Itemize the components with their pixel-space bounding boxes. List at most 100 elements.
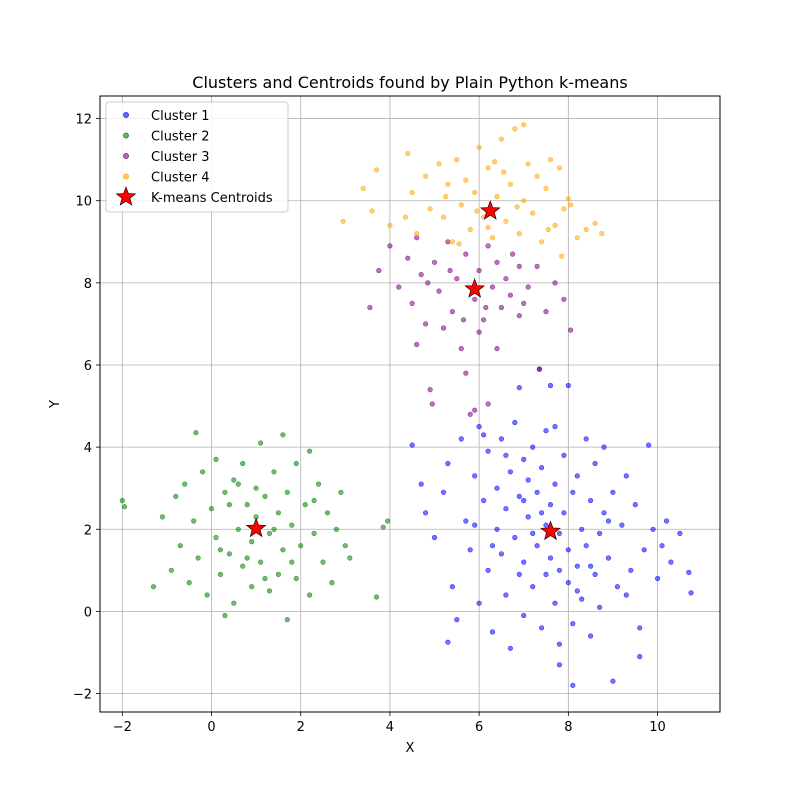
cluster-1-point bbox=[476, 424, 482, 430]
cluster-1-point bbox=[601, 444, 607, 450]
cluster-1-point bbox=[409, 442, 415, 448]
cluster-4-point bbox=[512, 126, 518, 132]
cluster-2-point bbox=[186, 579, 192, 586]
legend-marker bbox=[123, 132, 129, 139]
cluster-1-point bbox=[556, 530, 563, 537]
cluster-1-point bbox=[574, 473, 580, 479]
legend-marker bbox=[123, 153, 129, 159]
cluster-2-point bbox=[191, 518, 197, 524]
cluster-1-point bbox=[650, 526, 656, 532]
cluster-4-point bbox=[521, 198, 527, 204]
cluster-3-point bbox=[472, 296, 478, 302]
cluster-1-point bbox=[543, 522, 549, 528]
cluster-4-point bbox=[373, 167, 380, 173]
cluster-1-point bbox=[592, 460, 598, 467]
cluster-4-point bbox=[427, 206, 433, 212]
x-tick-label: 6 bbox=[475, 720, 483, 735]
cluster-3-point bbox=[472, 407, 478, 413]
cluster-3-point bbox=[376, 267, 382, 274]
cluster-2-point bbox=[311, 530, 317, 537]
cluster-2-point bbox=[249, 538, 255, 545]
y-tick-label: 8 bbox=[84, 277, 92, 292]
centroid-star bbox=[479, 200, 501, 220]
cluster-2-point bbox=[385, 518, 391, 524]
cluster-3-point bbox=[458, 346, 464, 352]
cluster-2-point bbox=[173, 493, 179, 500]
cluster-1-point bbox=[547, 555, 554, 561]
cluster-2-point bbox=[121, 504, 128, 510]
cluster-4-point bbox=[449, 239, 456, 245]
cluster-4-point bbox=[402, 214, 409, 220]
cluster-1-point bbox=[494, 526, 500, 532]
cluster-1-point bbox=[530, 584, 536, 590]
cluster-1-point bbox=[579, 526, 585, 532]
cluster-1-point bbox=[556, 567, 563, 573]
cluster-2-point bbox=[240, 460, 246, 467]
y-tick-label: 6 bbox=[84, 359, 92, 374]
cluster-2-point bbox=[193, 430, 199, 436]
cluster-3-point bbox=[485, 401, 491, 407]
cluster-1-point bbox=[583, 543, 589, 549]
cluster-4-point bbox=[559, 253, 565, 259]
cluster-3-point bbox=[481, 317, 487, 323]
cluster-1-point bbox=[485, 567, 491, 573]
y-tick-label: 4 bbox=[84, 441, 92, 456]
cluster-3-point bbox=[503, 276, 509, 282]
cluster-1-point bbox=[521, 497, 527, 504]
cluster-1-point bbox=[503, 592, 509, 598]
cluster-2-point bbox=[275, 571, 282, 578]
cluster-4-point bbox=[423, 173, 429, 179]
cluster-1-point bbox=[507, 469, 514, 475]
cluster-3-point bbox=[405, 255, 411, 261]
cluster-3-point bbox=[431, 259, 438, 265]
cluster-2-point bbox=[200, 469, 206, 475]
cluster-4-point bbox=[474, 208, 480, 214]
cluster-4-point bbox=[454, 157, 460, 163]
cluster-2-point bbox=[271, 469, 277, 475]
cluster-3-point bbox=[567, 327, 574, 333]
cluster-2-point bbox=[333, 526, 340, 532]
cluster-4-point bbox=[436, 161, 442, 167]
cluster-1-point bbox=[654, 575, 661, 582]
cluster-3-point bbox=[543, 309, 549, 315]
cluster-1-point bbox=[641, 547, 647, 553]
cluster-2-point bbox=[266, 588, 273, 594]
cluster-4-point bbox=[599, 231, 605, 237]
cluster-2-point bbox=[195, 555, 201, 561]
legend-label: Cluster 3 bbox=[151, 150, 210, 165]
cluster-4-point bbox=[414, 231, 420, 237]
cluster-4-point bbox=[340, 218, 346, 224]
cluster-4-point bbox=[476, 144, 482, 150]
cluster-1-point bbox=[565, 382, 571, 389]
cluster-4-point bbox=[387, 222, 393, 228]
cluster-1-point bbox=[498, 551, 505, 557]
cluster-1-point bbox=[574, 563, 580, 569]
legend-label: K-means Centroids bbox=[151, 191, 273, 206]
cluster-4-point bbox=[561, 206, 567, 212]
cluster-2-point bbox=[150, 584, 157, 590]
cluster-1-point bbox=[516, 493, 522, 500]
ticks: −2 0 2 4 6 8 10 −2 0 2 4 6 8 10 12 bbox=[73, 113, 666, 735]
x-tick-label: 2 bbox=[297, 720, 305, 735]
cluster-1-point bbox=[659, 543, 665, 549]
cluster-2-point bbox=[258, 440, 264, 446]
cluster-4-point bbox=[360, 185, 366, 191]
legend-centroid-marker bbox=[115, 186, 137, 206]
cluster-1-point bbox=[516, 385, 522, 391]
cluster-1-point bbox=[623, 473, 629, 479]
x-tick-label: 8 bbox=[564, 720, 572, 735]
cluster-3-point bbox=[449, 309, 456, 315]
cluster-1-point bbox=[489, 543, 496, 549]
cluster-2-point bbox=[244, 502, 250, 508]
cluster-1-point bbox=[454, 616, 460, 623]
cluster-1-point bbox=[445, 639, 451, 645]
cluster-1-point bbox=[507, 645, 514, 651]
cluster-3-point bbox=[463, 370, 469, 376]
cluster-4-point bbox=[514, 204, 520, 210]
cluster-4-point bbox=[592, 220, 598, 226]
x-tick-label: 4 bbox=[386, 720, 394, 735]
cluster-3-point bbox=[516, 263, 522, 270]
cluster-3-point bbox=[483, 304, 489, 311]
grid bbox=[100, 96, 720, 712]
cluster-2-point bbox=[284, 616, 290, 623]
